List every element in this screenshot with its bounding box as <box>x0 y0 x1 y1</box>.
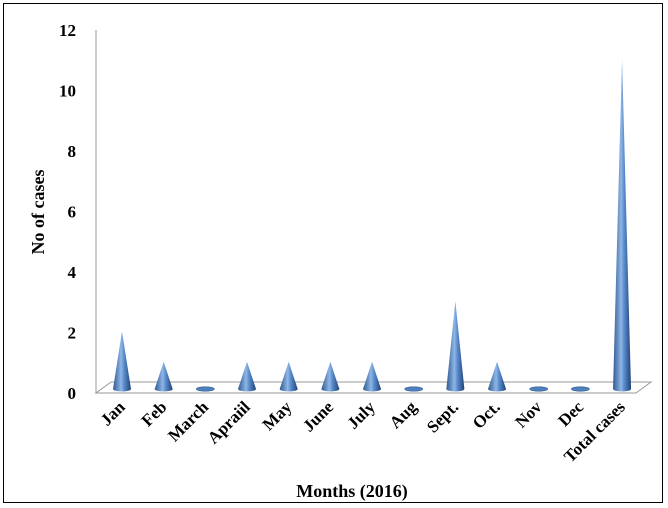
y-tick-label: 2 <box>68 324 77 343</box>
x-axis-title: Months (2016) <box>296 481 408 502</box>
x-tick-label: July <box>343 397 379 433</box>
x-tick-label: Sept. <box>423 397 462 436</box>
x-tick-label: Apraiil <box>204 397 254 447</box>
bar-cone-zero <box>404 386 423 392</box>
y-tick-label: 4 <box>68 263 77 282</box>
y-tick-label: 12 <box>59 21 76 40</box>
bar-cone-zero <box>571 386 590 392</box>
x-tick-label: Jan <box>97 397 130 430</box>
x-tick-label: Nov <box>511 397 545 431</box>
bar-cone <box>321 361 340 392</box>
bar-cone <box>154 361 173 392</box>
y-tick-label: 10 <box>59 82 76 101</box>
bar-cone <box>238 361 257 392</box>
y-tick-label: 0 <box>68 384 77 403</box>
y-tick-label: 8 <box>68 142 77 161</box>
bar-cone <box>446 301 465 392</box>
x-tick-label: Dec <box>554 397 587 430</box>
x-tick-label: Oct. <box>469 397 504 432</box>
bar-cone <box>113 331 131 392</box>
y-axis-title: No of cases <box>28 170 48 255</box>
y-tick-label: 6 <box>68 203 77 222</box>
bar-cone <box>279 361 298 392</box>
x-tick-label: May <box>259 397 296 434</box>
bar-cone <box>363 361 382 392</box>
axes <box>94 30 653 394</box>
x-tick-label: Aug <box>386 397 421 432</box>
bar-cone-zero <box>196 386 215 392</box>
bar-cone <box>488 361 507 392</box>
floor-plane <box>94 381 653 394</box>
x-tick-label: Feb <box>138 397 171 430</box>
chart-frame <box>3 3 663 503</box>
bar-cone <box>613 59 632 392</box>
x-tick-label: June <box>299 397 337 435</box>
bar-cone-zero <box>529 386 549 392</box>
x-tick-label: March <box>164 397 212 445</box>
